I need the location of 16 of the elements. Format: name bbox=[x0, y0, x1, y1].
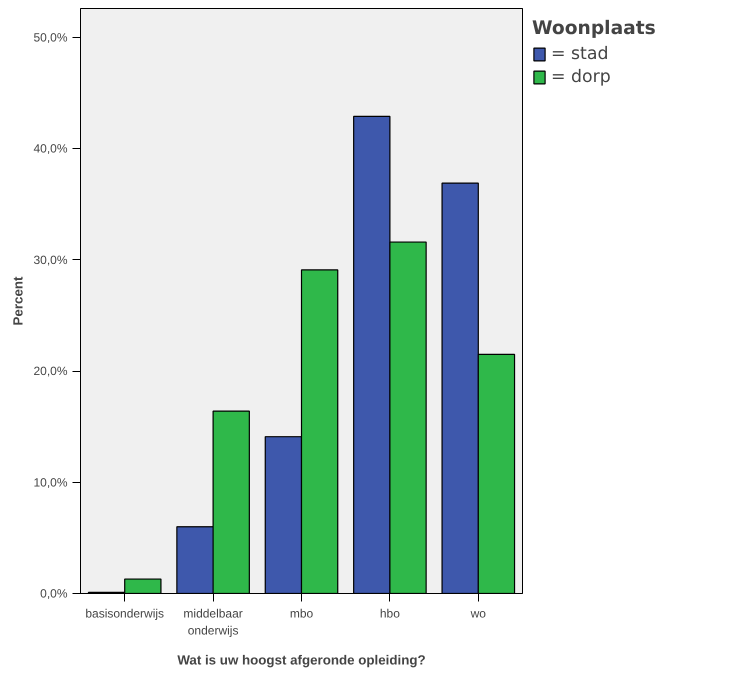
y-axis-title: Percent bbox=[10, 276, 26, 326]
x-tick-label: hbo bbox=[380, 606, 400, 620]
y-tick-label: 10,0% bbox=[33, 475, 68, 490]
y-tick-label: 20,0% bbox=[33, 364, 68, 378]
legend-label: = stad bbox=[551, 44, 608, 64]
x-tick-label: mbo bbox=[290, 606, 314, 620]
y-tick-label: 40,0% bbox=[33, 142, 68, 156]
x-tick-label: basisonderwijs bbox=[85, 606, 164, 620]
x-tick-label: middelbaar onderwijs bbox=[183, 606, 243, 638]
y-tick-label: 0,0% bbox=[40, 586, 68, 600]
y-tick-label: 30,0% bbox=[33, 252, 68, 267]
y-tick-label: 50,0% bbox=[33, 30, 68, 44]
legend-title: Woonplaats bbox=[532, 18, 656, 39]
legend-label: = dorp bbox=[551, 67, 611, 87]
x-tick-label: wo bbox=[470, 606, 486, 620]
x-axis-title: Wat is uw hoogst afgeronde opleiding? bbox=[177, 652, 426, 668]
